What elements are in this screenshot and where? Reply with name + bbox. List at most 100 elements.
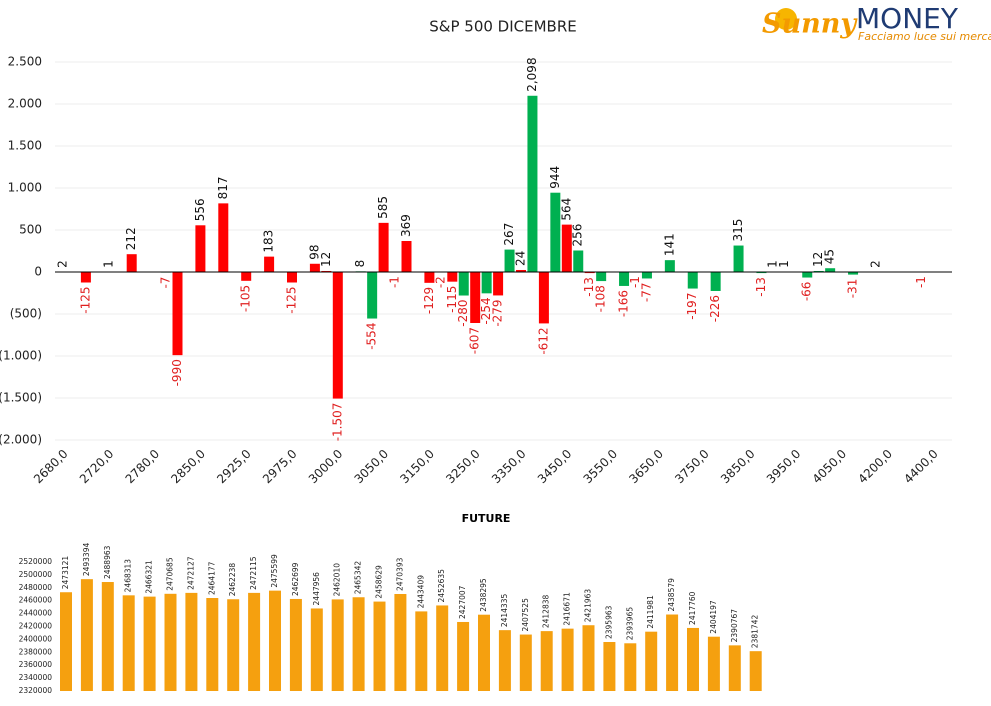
x-tick-label: 3050,0 xyxy=(352,447,392,487)
logo-name: MONEY xyxy=(856,2,959,35)
x-tick-label: 3000,0 xyxy=(306,447,346,487)
x-tick-label: 3150,0 xyxy=(397,447,437,487)
data-label: -129 xyxy=(422,287,436,314)
data-label: 2465342 xyxy=(354,561,363,595)
data-label: 2404197 xyxy=(709,600,718,634)
y-tick-label: 2500000 xyxy=(19,570,53,579)
data-label: -197 xyxy=(685,293,699,320)
y-tick-label: 2480000 xyxy=(19,583,53,592)
bar xyxy=(707,636,720,691)
logo-brand: Sunny xyxy=(762,9,858,40)
bar xyxy=(687,627,699,691)
bar xyxy=(206,598,219,691)
bar xyxy=(749,651,762,691)
bar xyxy=(519,634,532,691)
data-label: 2462699 xyxy=(291,562,300,596)
bar xyxy=(493,272,504,296)
bar xyxy=(143,596,156,691)
x-tick-label: 3550,0 xyxy=(581,447,621,487)
data-label: 2466321 xyxy=(145,560,154,594)
data-label: -254 xyxy=(479,297,493,324)
bar xyxy=(624,643,637,691)
logo-tagline: Facciamo luce sui mercati xyxy=(858,30,991,43)
data-label: 12 xyxy=(319,252,333,267)
bar xyxy=(561,628,574,691)
bar xyxy=(447,272,458,282)
data-label: 141 xyxy=(662,233,676,256)
bar xyxy=(269,590,281,691)
data-label: 256 xyxy=(571,224,585,247)
bar xyxy=(424,272,435,283)
data-label: 2438579 xyxy=(667,578,676,612)
data-label: 2381742 xyxy=(751,615,760,649)
data-label: -13 xyxy=(754,277,768,297)
bar xyxy=(538,272,549,324)
data-label: 2395963 xyxy=(604,605,613,639)
bar xyxy=(478,614,490,691)
bar xyxy=(309,263,320,272)
bar xyxy=(813,270,824,272)
data-label: -554 xyxy=(365,323,379,350)
y-tick-label: 2.000 xyxy=(8,97,42,111)
bar xyxy=(825,268,836,272)
bar xyxy=(645,631,658,691)
bar xyxy=(666,614,679,691)
data-label: 2416671 xyxy=(563,592,572,626)
data-label: 2443409 xyxy=(416,575,425,609)
data-label: 2447956 xyxy=(312,572,321,606)
bar xyxy=(710,272,721,291)
data-label: -166 xyxy=(617,290,631,317)
y-tick-label: (500) xyxy=(10,307,42,321)
bar xyxy=(321,270,332,272)
data-label: -115 xyxy=(445,286,459,313)
data-label: 2421963 xyxy=(584,589,593,623)
data-label: 2390767 xyxy=(730,609,739,643)
data-label: -125 xyxy=(78,287,92,314)
bar xyxy=(498,630,511,691)
bar xyxy=(310,608,323,691)
bar xyxy=(241,272,252,281)
x-tick-label: 2680,0 xyxy=(31,447,71,487)
y-tick-label: 2420000 xyxy=(19,622,53,631)
data-label: -990 xyxy=(170,359,184,386)
y-tick-label: 2400000 xyxy=(19,634,53,643)
data-label: 12 xyxy=(811,252,825,267)
chart-title: FUTURE xyxy=(462,512,511,525)
bar xyxy=(436,605,449,691)
x-tick-label: 3250,0 xyxy=(443,447,483,487)
data-label: 8 xyxy=(353,260,367,268)
data-label: 2472127 xyxy=(186,556,195,590)
bar xyxy=(458,272,469,296)
data-label: 315 xyxy=(731,219,745,242)
x-tick-label: 4050,0 xyxy=(810,447,850,487)
bar xyxy=(352,597,365,691)
bar xyxy=(733,245,744,272)
data-label: 585 xyxy=(376,196,390,219)
data-label: -31 xyxy=(846,279,860,299)
bar xyxy=(802,272,813,278)
bar xyxy=(619,272,630,286)
bar xyxy=(582,625,595,691)
bar xyxy=(415,611,428,691)
data-label: 24 xyxy=(514,251,528,266)
data-label: -108 xyxy=(594,285,608,312)
x-tick-label: 3650,0 xyxy=(626,447,666,487)
y-tick-label: 2320000 xyxy=(19,686,53,695)
bar xyxy=(60,592,72,691)
bar xyxy=(185,592,198,691)
data-label: 556 xyxy=(193,198,207,221)
data-label: 2470393 xyxy=(395,557,404,591)
data-label: 2393965 xyxy=(625,607,634,641)
y-tick-label: 2520000 xyxy=(19,557,53,566)
data-label: 2412838 xyxy=(542,594,551,628)
data-label: 2417760 xyxy=(688,591,697,625)
data-label: 817 xyxy=(216,176,230,199)
x-tick-label: 4200,0 xyxy=(855,447,895,487)
data-label: 2462238 xyxy=(228,563,237,597)
bar xyxy=(481,272,492,294)
bar xyxy=(687,272,698,289)
bar xyxy=(401,241,412,272)
data-label: 2475599 xyxy=(270,554,279,588)
data-label: 2458629 xyxy=(375,565,384,599)
data-label: 2,098 xyxy=(525,57,539,91)
